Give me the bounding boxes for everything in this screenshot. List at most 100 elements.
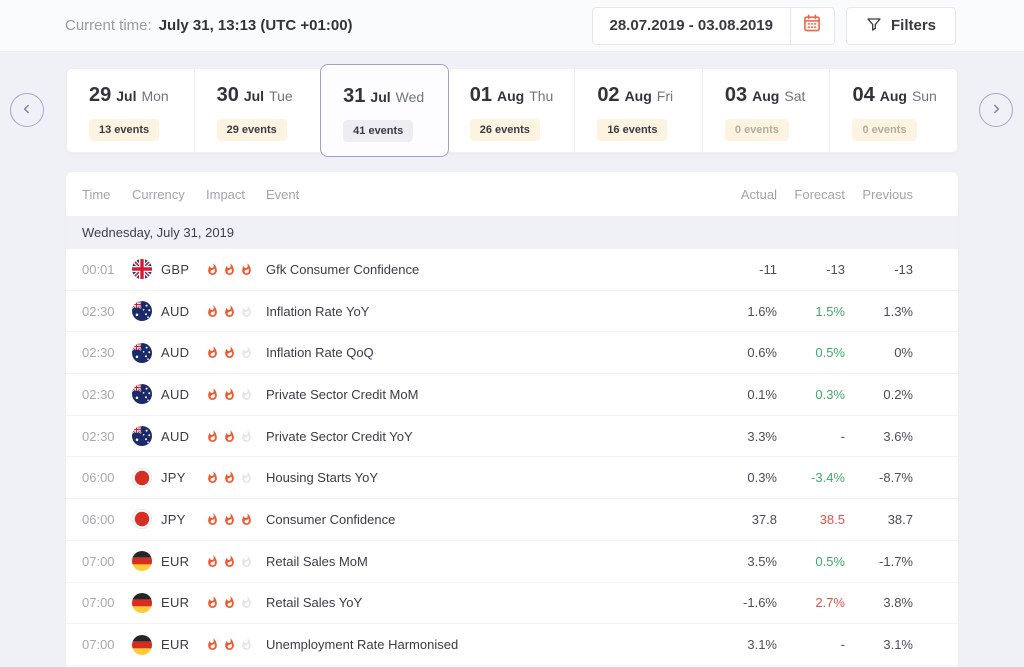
previous-value: -13: [845, 262, 913, 277]
currency-code: GBP: [161, 262, 189, 277]
impact-rating: [206, 596, 266, 609]
filters-label: Filters: [891, 17, 936, 34]
flame-icon: [240, 513, 253, 526]
table-row[interactable]: 02:30 AUD Private Sector Credit MoM 0.1%…: [66, 374, 958, 416]
day-tab[interactable]: 02AugFri 16 events: [574, 69, 702, 152]
currency-cell: AUD: [132, 426, 206, 446]
col-header-forecast: Forecast: [777, 187, 845, 202]
flame-icon: [240, 471, 253, 484]
currency-cell: GBP: [132, 259, 206, 279]
chevron-left-icon: [20, 102, 34, 119]
forecast-value: -13: [777, 262, 845, 277]
currency-cell: EUR: [132, 593, 206, 613]
currency-code: JPY: [161, 512, 186, 527]
table-row[interactable]: 02:30 AUD Inflation Rate QoQ 0.6% 0.5% 0…: [66, 332, 958, 374]
weekday-label: Tue: [269, 88, 293, 104]
events-count-badge: 13 events: [89, 119, 159, 141]
month-label: Aug: [497, 88, 524, 104]
table-row[interactable]: 00:01 GBP Gfk Consumer Confidence -11 -1…: [66, 249, 958, 291]
date-range-picker[interactable]: 28.07.2019 - 03.08.2019: [592, 7, 835, 45]
day-tab-date: 04AugSun: [852, 84, 957, 107]
table-row[interactable]: 07:00 EUR Unemployment Rate Harmonised 3…: [66, 624, 958, 666]
events-count-badge: 0 events: [852, 119, 916, 141]
flame-icon: [206, 305, 219, 318]
day-tab[interactable]: 01AugThu 26 events: [448, 69, 575, 152]
day-tab-date: 03AugSat: [725, 84, 830, 107]
date-section-title: Wednesday, July 31, 2019: [82, 225, 234, 240]
forecast-value: 0.5%: [777, 345, 845, 360]
events-count-badge: 41 events: [343, 120, 413, 142]
col-header-currency: Currency: [132, 187, 206, 202]
col-header-impact: Impact: [206, 187, 266, 202]
impact-rating: [206, 346, 266, 359]
table-row[interactable]: 02:30 AUD Inflation Rate YoY 1.6% 1.5% 1…: [66, 291, 958, 333]
currency-cell: AUD: [132, 301, 206, 321]
col-header-event: Event: [266, 187, 697, 202]
day-tab[interactable]: 29JulMon 13 events: [67, 69, 194, 152]
day-number: 03: [725, 84, 747, 106]
table-header: Time Currency Impact Event Actual Foreca…: [66, 172, 958, 216]
flame-icon: [223, 388, 236, 401]
event-rows: 00:01 GBP Gfk Consumer Confidence -11 -1…: [66, 249, 958, 666]
month-label: Jul: [116, 88, 136, 104]
currency-code: JPY: [161, 470, 186, 485]
day-number: 04: [852, 84, 874, 106]
flame-icon: [206, 555, 219, 568]
event-name: Retail Sales MoM: [266, 554, 697, 569]
event-time: 02:30: [82, 387, 132, 402]
actual-value: 3.1%: [697, 637, 777, 652]
impact-rating: [206, 430, 266, 443]
weekday-label: Thu: [529, 88, 553, 104]
flame-icon: [223, 430, 236, 443]
table-row[interactable]: 07:00 EUR Retail Sales MoM 3.5% 0.5% -1.…: [66, 541, 958, 583]
day-number: 30: [217, 84, 239, 106]
events-count-badge: 26 events: [470, 119, 540, 141]
day-tab[interactable]: 30JulTue 29 events: [194, 69, 322, 152]
currency-code: AUD: [161, 429, 189, 444]
currency-code: AUD: [161, 387, 189, 402]
event-time: 06:00: [82, 512, 132, 527]
currency-cell: JPY: [132, 509, 206, 529]
day-number: 02: [597, 84, 619, 106]
current-time-value: July 31, 13:13 (UTC +01:00): [159, 17, 353, 34]
events-count-badge: 0 events: [725, 119, 789, 141]
filters-button[interactable]: Filters: [846, 7, 956, 45]
flag-gb-icon: [132, 259, 152, 279]
flag-jp-icon: [132, 468, 152, 488]
flame-icon: [206, 346, 219, 359]
forecast-value: -3.4%: [777, 470, 845, 485]
previous-value: 3.1%: [845, 637, 913, 652]
day-tab[interactable]: 03AugSat 0 events: [702, 69, 830, 152]
previous-value: 38.7: [845, 512, 913, 527]
day-tab[interactable]: 31JulWed 41 events: [320, 64, 449, 157]
previous-value: 3.6%: [845, 429, 913, 444]
currency-cell: AUD: [132, 343, 206, 363]
table-row[interactable]: 02:30 AUD Private Sector Credit YoY 3.3%…: [66, 416, 958, 458]
flame-icon: [206, 596, 219, 609]
events-table: Time Currency Impact Event Actual Foreca…: [66, 172, 958, 667]
table-row[interactable]: 06:00 JPY Consumer Confidence 37.8 38.5 …: [66, 499, 958, 541]
table-row[interactable]: 07:00 EUR Retail Sales YoY -1.6% 2.7% 3.…: [66, 583, 958, 625]
currency-code: EUR: [161, 554, 189, 569]
currency-cell: EUR: [132, 551, 206, 571]
weekday-label: Sun: [912, 88, 937, 104]
forecast-value: 0.3%: [777, 387, 845, 402]
day-tab[interactable]: 04AugSun 0 events: [829, 69, 957, 152]
calendar-button[interactable]: [790, 8, 834, 44]
next-week-button[interactable]: [979, 93, 1013, 127]
previous-week-button[interactable]: [10, 93, 44, 127]
table-row[interactable]: 06:00 JPY Housing Starts YoY 0.3% -3.4% …: [66, 457, 958, 499]
flame-icon: [240, 305, 253, 318]
chevron-right-icon: [989, 102, 1003, 119]
date-range-value[interactable]: 28.07.2019 - 03.08.2019: [593, 8, 790, 44]
flame-icon: [240, 388, 253, 401]
flame-icon: [223, 263, 236, 276]
currency-cell: EUR: [132, 635, 206, 655]
flame-icon: [240, 263, 253, 276]
event-time: 06:00: [82, 470, 132, 485]
weekday-label: Mon: [141, 88, 168, 104]
forecast-value: 0.5%: [777, 554, 845, 569]
day-tabs: 29JulMon 13 events 30JulTue 29 events 31…: [66, 68, 958, 153]
flame-icon: [206, 471, 219, 484]
actual-value: 0.3%: [697, 470, 777, 485]
